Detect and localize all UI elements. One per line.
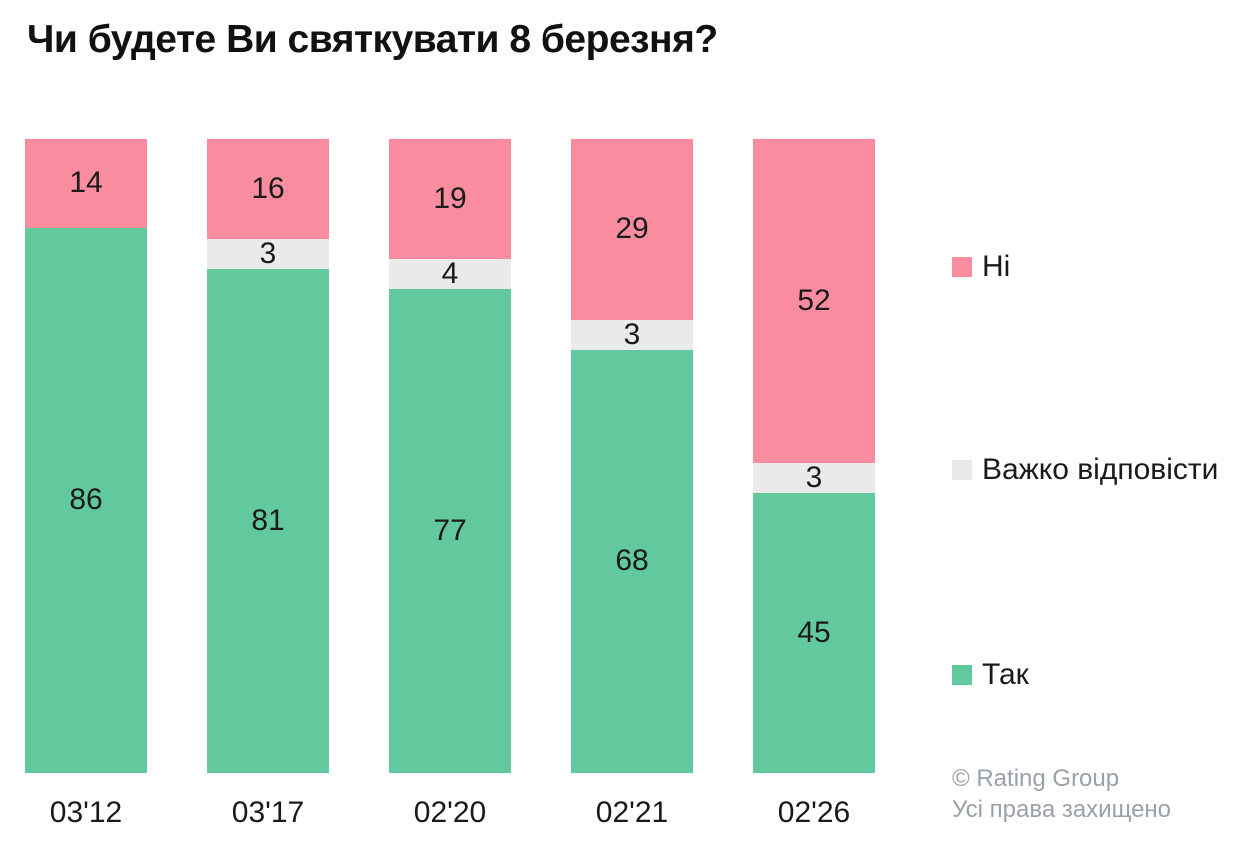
bar-stack: 19 4 77	[389, 139, 511, 773]
copyright-line: © Rating Group	[952, 765, 1120, 792]
plot-area: 14 86 03'12 16 3 81 03'17 19 4 77 02'20 29 3 68 02'21 5…	[25, 139, 875, 829]
legend-item: Ні	[952, 250, 1010, 284]
rights-line: Усі права захищено	[952, 796, 1172, 823]
bar-stack: 16 3 81	[207, 139, 329, 773]
bar-column: 29 3 68 02'21	[571, 139, 693, 831]
bar-segment: 81	[207, 268, 329, 773]
bar-segment: 14	[25, 139, 147, 228]
bar-segment: 68	[571, 349, 693, 773]
x-axis-label: 02'21	[595, 796, 669, 829]
bar-segment: 52	[753, 139, 875, 463]
bar-stack: 29 3 68	[571, 139, 693, 773]
legend-swatch	[952, 665, 972, 685]
footer: © Rating Group Усі права захищено	[952, 763, 1171, 825]
bar-segment: 4	[389, 256, 511, 290]
legend-label: Так	[982, 658, 1029, 691]
chart-title: Чи будете Ви святкувати 8 березня?	[27, 18, 718, 61]
bar-stack: 14 86	[25, 139, 147, 773]
x-axis-label: 03'12	[49, 796, 123, 829]
legend: Ні Важко відповісти Так	[952, 0, 1242, 851]
legend-label: Важко відповісти	[982, 453, 1219, 486]
bar-segment: 45	[753, 492, 875, 773]
bar-value-label: 77	[433, 513, 467, 547]
bar-value-label: 52	[797, 283, 831, 317]
bar-value-label: 86	[69, 483, 103, 517]
legend-swatch	[952, 460, 972, 480]
bar-segment: 86	[25, 227, 147, 773]
legend-item: Важко відповісти	[952, 453, 1218, 487]
bar-segment: 29	[571, 139, 693, 320]
legend-item: Так	[952, 658, 1029, 692]
bar-value-label: 3	[259, 236, 277, 270]
bar-value-label: 19	[433, 181, 467, 215]
bar-segment: 3	[571, 317, 693, 351]
bar-segment: 3	[207, 236, 329, 270]
bar-value-label: 68	[615, 544, 649, 578]
bar-value-label: 45	[797, 615, 831, 649]
bar-value-label: 14	[69, 166, 103, 200]
bar-column: 52 3 45 02'26	[753, 139, 875, 831]
bar-value-label: 3	[805, 460, 823, 494]
bar-segment: 77	[389, 288, 511, 773]
x-axis-label: 03'17	[231, 796, 305, 829]
bar-segment: 3	[753, 460, 875, 494]
bar-stack: 52 3 45	[753, 139, 875, 773]
bar-value-label: 4	[441, 256, 459, 290]
x-axis-label: 02'26	[777, 796, 851, 829]
bar-value-label: 3	[623, 317, 641, 351]
legend-swatch	[952, 257, 972, 277]
bar-value-label: 16	[251, 171, 285, 205]
bar-segment: 19	[389, 139, 511, 259]
legend-label: Ні	[982, 250, 1011, 283]
bar-value-label: 81	[251, 503, 285, 537]
bar-column: 19 4 77 02'20	[389, 139, 511, 831]
x-axis-label: 02'20	[413, 796, 487, 829]
bar-segment: 16	[207, 139, 329, 239]
bar-value-label: 29	[615, 212, 649, 246]
bar-column: 16 3 81 03'17	[207, 139, 329, 831]
bar-column: 14 86 03'12	[25, 139, 147, 831]
